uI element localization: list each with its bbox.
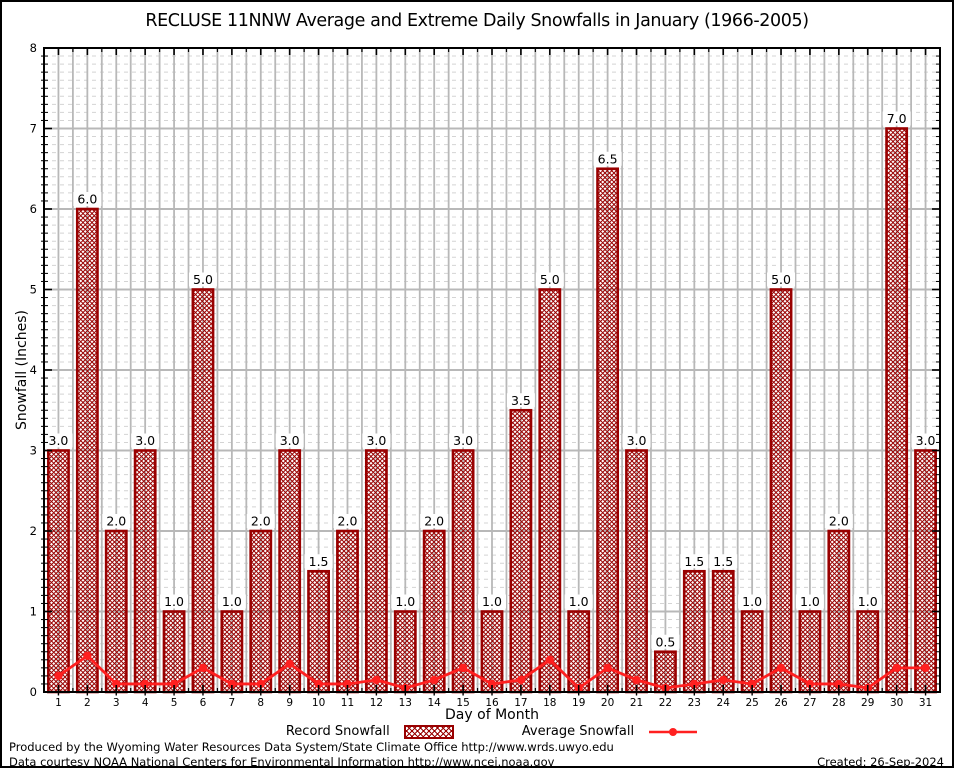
svg-text:16: 16 <box>485 697 499 709</box>
svg-text:1.5: 1.5 <box>309 554 329 569</box>
legend-record-label: Record Snowfall <box>285 724 390 739</box>
svg-text:3: 3 <box>30 444 37 458</box>
svg-text:3.0: 3.0 <box>135 433 155 448</box>
svg-text:5.0: 5.0 <box>771 272 791 287</box>
svg-text:2.0: 2.0 <box>251 514 271 529</box>
svg-text:9: 9 <box>286 697 293 709</box>
svg-text:2.0: 2.0 <box>338 514 358 529</box>
svg-text:24: 24 <box>717 697 731 709</box>
svg-text:1.5: 1.5 <box>713 554 733 569</box>
svg-text:22: 22 <box>659 697 672 709</box>
svg-text:4: 4 <box>142 697 149 709</box>
svg-text:1.0: 1.0 <box>858 594 878 609</box>
svg-text:5.0: 5.0 <box>540 272 560 287</box>
svg-text:2.0: 2.0 <box>829 514 849 529</box>
svg-text:6.5: 6.5 <box>598 151 618 166</box>
svg-text:5: 5 <box>30 283 37 297</box>
svg-text:4: 4 <box>30 363 37 377</box>
chart-legend: Record Snowfall Average Snowfall <box>44 724 940 739</box>
chart-title: RECLUSE 11NNW Average and Extreme Daily … <box>145 11 809 31</box>
svg-text:3: 3 <box>113 697 120 709</box>
svg-text:6: 6 <box>200 697 207 709</box>
average-snowfall-line-icon <box>649 727 698 736</box>
svg-text:27: 27 <box>803 697 816 709</box>
svg-text:31: 31 <box>919 697 932 709</box>
footer-produced-by: Produced by the Wyoming Water Resources … <box>9 740 614 754</box>
svg-text:1.0: 1.0 <box>742 594 762 609</box>
svg-text:29: 29 <box>861 697 874 709</box>
svg-text:30: 30 <box>890 697 903 709</box>
svg-text:3.0: 3.0 <box>916 433 936 448</box>
svg-text:1.5: 1.5 <box>684 554 704 569</box>
average-snowfall-line <box>54 651 930 693</box>
svg-text:0.5: 0.5 <box>655 634 675 649</box>
svg-text:1.0: 1.0 <box>395 594 415 609</box>
svg-text:12: 12 <box>370 697 383 709</box>
svg-text:17: 17 <box>514 697 527 709</box>
svg-text:5: 5 <box>171 697 178 709</box>
svg-text:2.0: 2.0 <box>424 514 444 529</box>
svg-text:18: 18 <box>543 697 556 709</box>
svg-text:3.5: 3.5 <box>511 393 531 408</box>
svg-text:1.0: 1.0 <box>222 594 242 609</box>
snowfall-chart: 3.0 6.0 2.0 3.0 1.0 5.0 1.0 2.0 3.0 1.5 2.0 3.0 1.0 2… <box>30 41 941 709</box>
svg-text:0: 0 <box>30 685 37 699</box>
svg-text:10: 10 <box>312 697 325 709</box>
svg-text:13: 13 <box>399 697 412 709</box>
svg-text:14: 14 <box>428 697 442 709</box>
svg-text:25: 25 <box>745 697 758 709</box>
svg-text:3.0: 3.0 <box>49 433 69 448</box>
svg-text:3.0: 3.0 <box>280 433 300 448</box>
svg-text:7.0: 7.0 <box>887 111 907 126</box>
svg-text:1: 1 <box>30 605 37 619</box>
svg-text:3.0: 3.0 <box>453 433 473 448</box>
svg-text:8: 8 <box>257 697 264 709</box>
svg-text:2.0: 2.0 <box>106 514 126 529</box>
svg-text:3.0: 3.0 <box>627 433 647 448</box>
svg-text:6: 6 <box>30 202 37 216</box>
svg-text:1.0: 1.0 <box>164 594 184 609</box>
svg-text:8: 8 <box>30 41 37 55</box>
svg-text:1.0: 1.0 <box>569 594 589 609</box>
svg-text:7: 7 <box>30 122 37 136</box>
svg-text:21: 21 <box>630 697 643 709</box>
svg-text:1.0: 1.0 <box>800 594 820 609</box>
svg-text:3.0: 3.0 <box>366 433 386 448</box>
svg-text:23: 23 <box>688 697 701 709</box>
svg-text:5.0: 5.0 <box>193 272 213 287</box>
svg-text:2: 2 <box>84 697 91 709</box>
record-snowfall-swatch-icon <box>403 724 454 739</box>
svg-text:1: 1 <box>55 697 62 709</box>
svg-text:15: 15 <box>456 697 469 709</box>
footer-data-courtesy: Data courtesy NOAA National Centers for … <box>9 755 555 768</box>
svg-text:26: 26 <box>774 697 788 709</box>
svg-text:2: 2 <box>30 524 37 538</box>
svg-text:7: 7 <box>229 697 236 709</box>
svg-text:19: 19 <box>572 697 585 709</box>
svg-text:28: 28 <box>832 697 845 709</box>
legend-average-label: Average Snowfall <box>521 724 635 739</box>
svg-text:20: 20 <box>601 697 614 709</box>
svg-text:11: 11 <box>341 697 354 709</box>
footer-created-date: Created: 26-Sep-2024 <box>817 755 944 768</box>
axes-layer: 1 2 3 4 5 6 7 8 9 10 11 12 13 14 15 16 17 18 19 20 21 22 23 24 2… <box>30 41 941 709</box>
svg-text:1.0: 1.0 <box>482 594 502 609</box>
svg-text:6.0: 6.0 <box>77 192 97 207</box>
x-axis-title: Day of Month <box>445 707 539 723</box>
